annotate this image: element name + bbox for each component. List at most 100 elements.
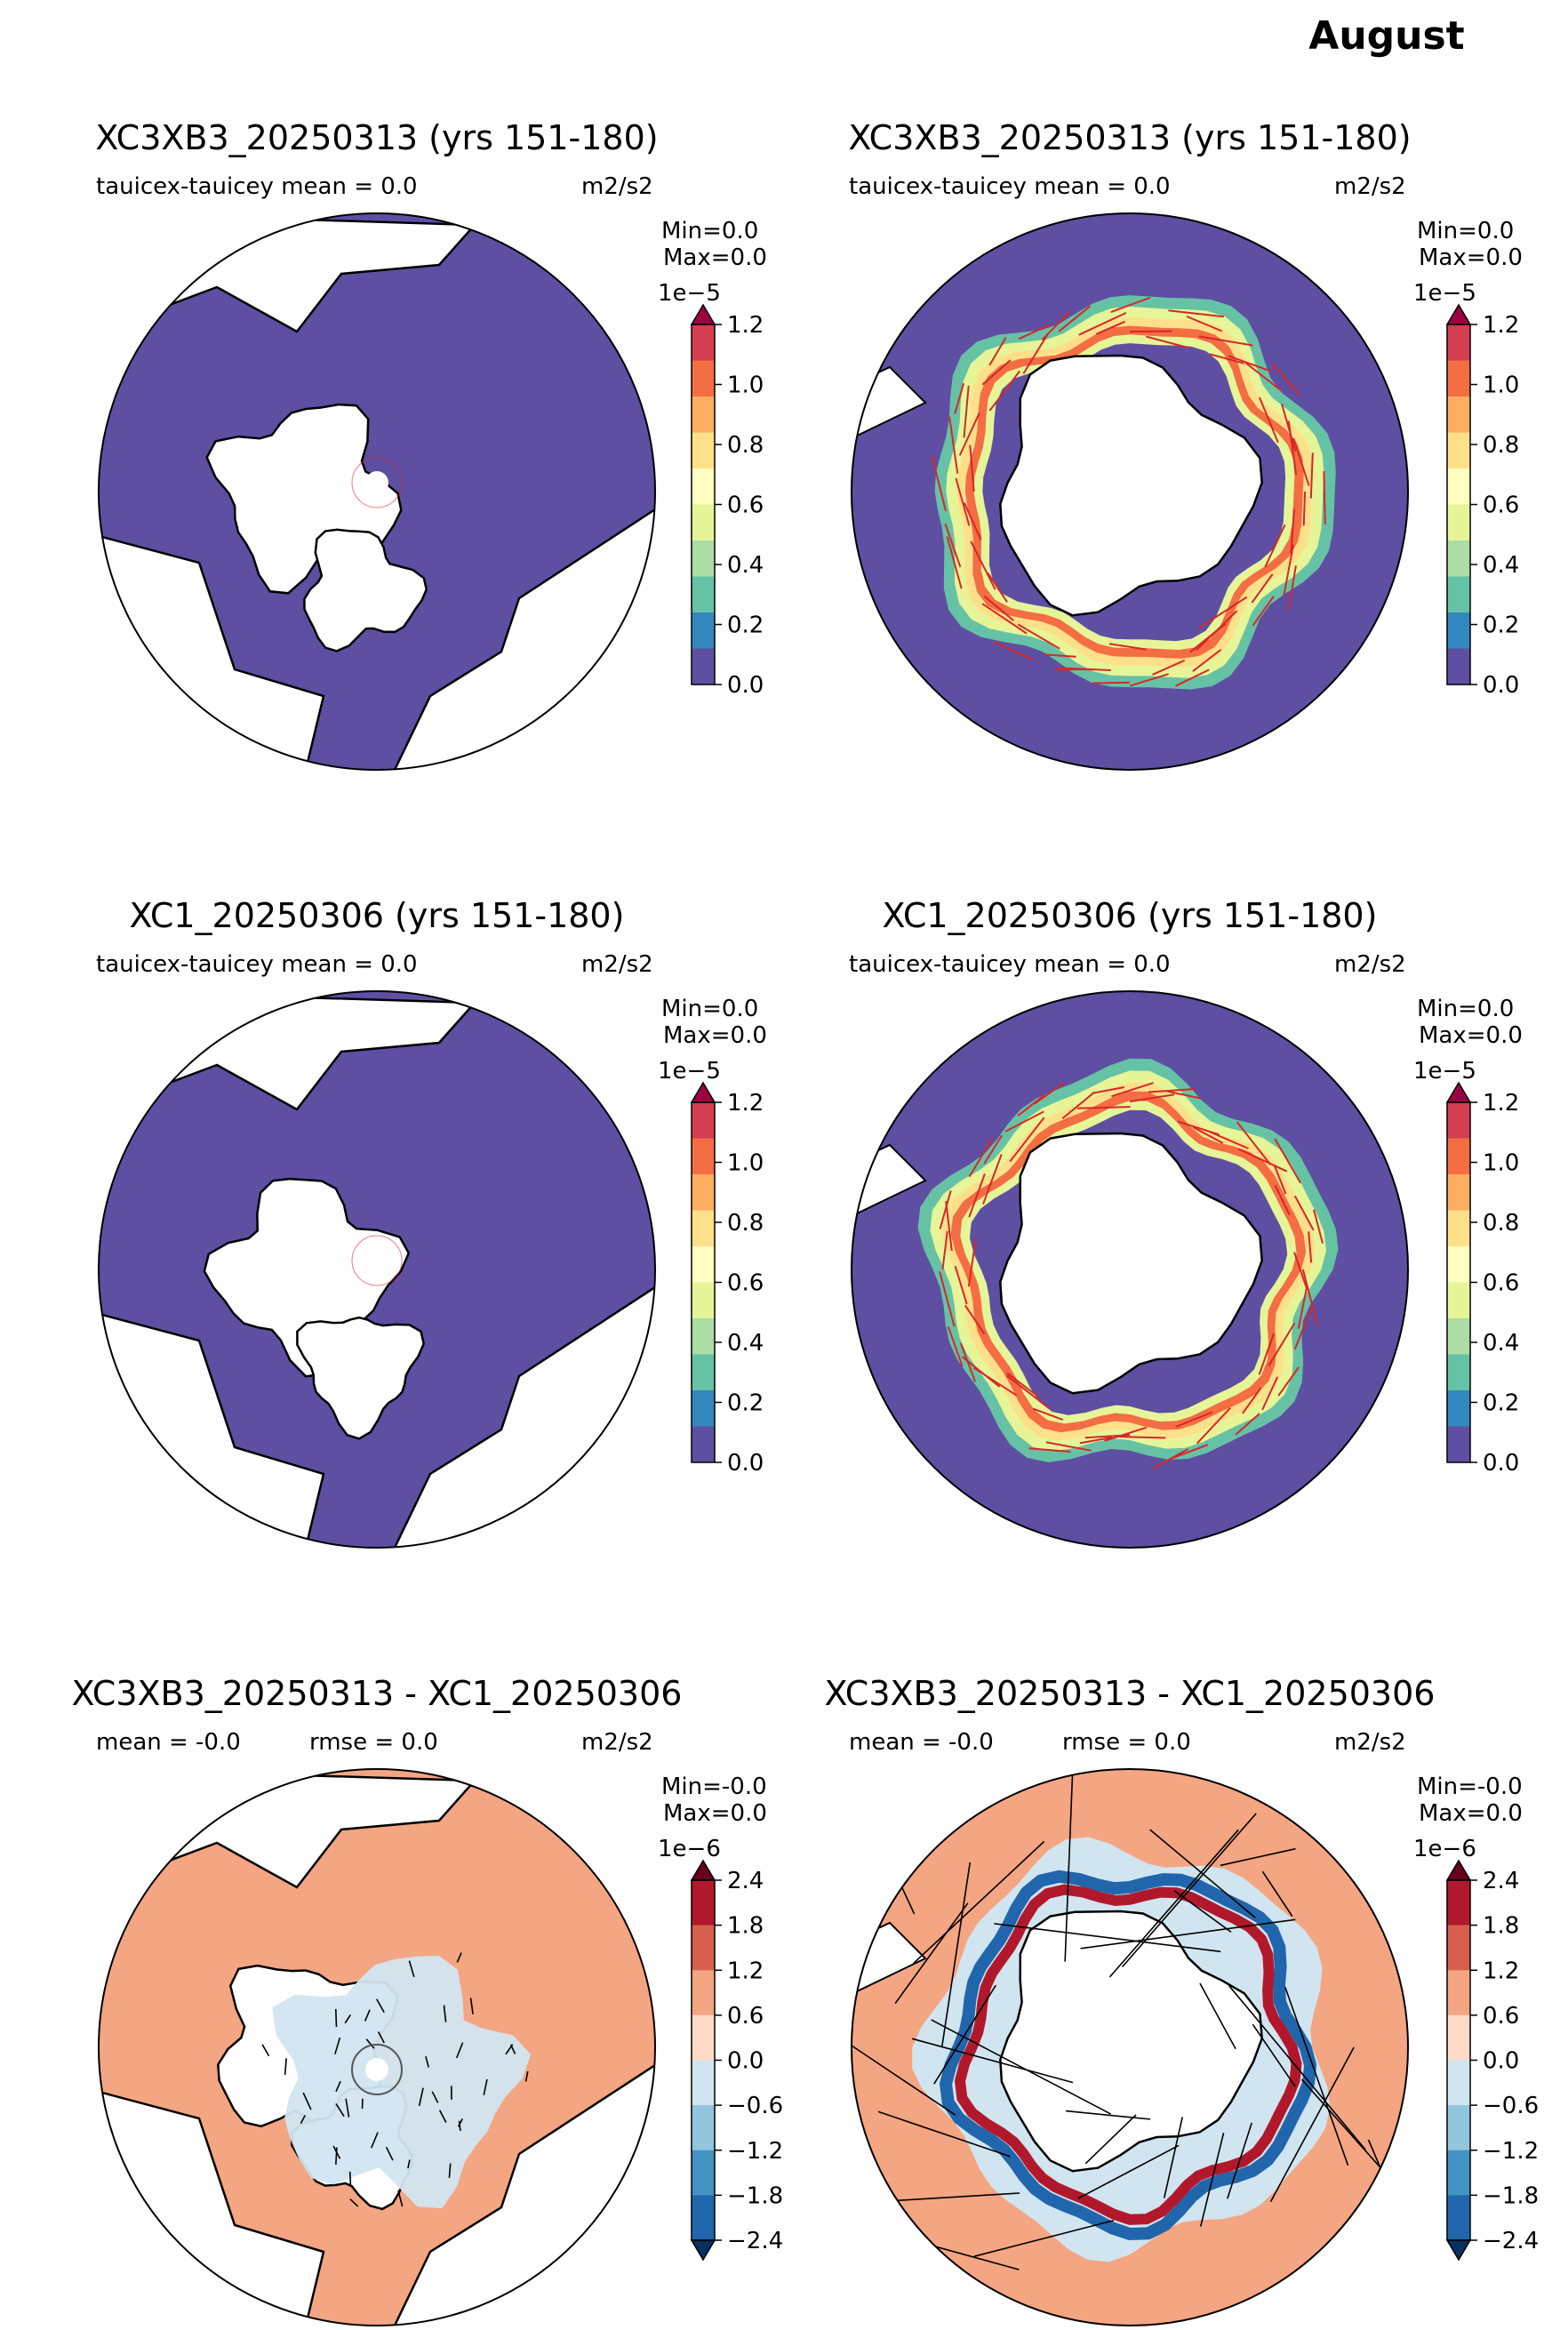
difference-vector xyxy=(524,2070,529,2082)
stress-vector xyxy=(933,1984,996,2085)
stress-vector xyxy=(954,1266,968,1305)
colorbar-segment xyxy=(1447,324,1470,361)
pole-hole xyxy=(365,1249,388,1272)
stress-vector xyxy=(1064,1769,1074,1962)
stress-vector xyxy=(1199,1982,1236,2050)
colorbar-segment xyxy=(1447,1102,1470,1139)
stress-vector xyxy=(1018,324,1052,340)
stress-vector xyxy=(1227,2122,1252,2199)
stress-vector xyxy=(1173,1890,1232,1934)
colorbar-segment xyxy=(1447,1925,1470,1971)
panel-title: XC3XB3_20250313 (yrs 151-180) xyxy=(848,118,1411,157)
panel-subtitle-left: tauicex-tauicey mean = 0.0 xyxy=(849,951,1171,978)
stress-vector xyxy=(1274,1185,1291,1216)
stress-vector xyxy=(981,359,1012,386)
panel-units: m2/s2 xyxy=(581,173,653,200)
colorbar-segment xyxy=(692,648,715,685)
stress-vector xyxy=(1044,653,1076,658)
stress-vector xyxy=(1168,309,1224,318)
colorbar-segment xyxy=(1447,576,1470,613)
difference-vector xyxy=(407,2159,411,2169)
map-area xyxy=(852,213,1408,770)
colorbar-segment xyxy=(692,540,715,577)
difference-vector xyxy=(302,2092,312,2110)
colorbar-segment xyxy=(1447,468,1470,505)
colorbar-segment xyxy=(692,1210,715,1247)
stress-vector xyxy=(911,2038,1074,2084)
greenland-land xyxy=(296,1316,426,1440)
stress-vector xyxy=(1084,2114,1137,2165)
stress-vector xyxy=(1066,2110,1151,2120)
stress-vector xyxy=(1198,335,1253,347)
stress-vector xyxy=(1189,622,1227,653)
stress-vector xyxy=(1261,1870,1293,1918)
stress-vector xyxy=(1006,1374,1051,1410)
stress-vector xyxy=(1009,1117,1045,1163)
stress-vector xyxy=(1033,1081,1066,1105)
colorbar-tick-label: 0.4 xyxy=(727,552,764,579)
stress-vector xyxy=(945,1200,953,1252)
stress-vector xyxy=(1287,565,1297,610)
difference-vector xyxy=(364,2009,371,2022)
colorbar-segment xyxy=(1447,2060,1470,2106)
colorbar-tick-label: 0.2 xyxy=(727,1390,764,1417)
stress-vector xyxy=(939,1271,956,1327)
colorbar-segment xyxy=(692,613,715,649)
stress-vector xyxy=(941,1230,948,1270)
max-label: Max=0.0 xyxy=(1419,1800,1523,1827)
panel-subtitle-mid: rmse = 0.0 xyxy=(309,1729,438,1756)
difference-vector xyxy=(385,2146,394,2161)
difference-vector xyxy=(284,2058,287,2076)
colorbar-segment xyxy=(1447,1390,1470,1427)
colorbar-segment xyxy=(1447,504,1470,541)
colorbar-scale-label: 1e−5 xyxy=(658,1058,721,1085)
difference-vector xyxy=(334,2037,341,2054)
colorbar-tick-label: 0.0 xyxy=(727,1450,764,1477)
stress-vector xyxy=(1174,669,1210,687)
stress-vector xyxy=(1236,1121,1272,1165)
colorbar-tick-label: 0.6 xyxy=(727,2003,764,2030)
stress-vector xyxy=(1152,659,1186,676)
stress-vector xyxy=(1084,1434,1131,1439)
colorbar-tick-label: 0.2 xyxy=(1483,613,1519,639)
stress-vector xyxy=(1300,2078,1408,2224)
colorbar-segment xyxy=(1447,1880,1470,1926)
stress-vector xyxy=(948,416,959,474)
difference-vector xyxy=(261,2044,270,2057)
map-boundary xyxy=(851,1768,1409,2326)
stress-vector xyxy=(1006,1372,1038,1397)
map-boundary xyxy=(851,212,1409,771)
difference-vector xyxy=(344,2014,351,2024)
colorbar-segment xyxy=(1447,360,1470,397)
colorbar-segment xyxy=(1447,1318,1470,1355)
min-label: Min=-0.0 xyxy=(661,1774,767,1800)
stress-vector xyxy=(1108,1829,1239,1978)
stress-vector xyxy=(1290,508,1295,554)
colorbar-tick-label: −1.2 xyxy=(727,2138,783,2165)
colorbar-tick-label: 0.8 xyxy=(1483,1210,1519,1237)
difference-vector xyxy=(408,1960,415,1978)
stress-vector xyxy=(1293,1308,1313,1350)
colorbar-segment xyxy=(1447,2150,1470,2196)
map-boundary xyxy=(851,990,1409,1549)
stress-vector xyxy=(1079,1436,1113,1445)
stress-vector xyxy=(1252,596,1275,627)
map-area xyxy=(99,213,655,770)
colorbar-segment xyxy=(1447,2195,1470,2241)
colorbar-segment xyxy=(692,504,715,541)
map-panel-row2-right: XC1_20250306 (yrs 151-180) tauicex-tauice… xyxy=(849,896,1523,1549)
colorbar-segment xyxy=(692,576,715,613)
colorbar-tick-label: 0.0 xyxy=(1483,1450,1519,1477)
colorbar-scale-label: 1e−5 xyxy=(1413,1058,1476,1085)
map-area xyxy=(99,991,655,1548)
difference-vector xyxy=(483,2078,488,2095)
difference-vector xyxy=(376,1998,385,2014)
difference-vector xyxy=(335,2102,345,2118)
pole-hole xyxy=(365,2058,388,2081)
stress-vector xyxy=(1163,2117,1183,2198)
difference-vector xyxy=(443,2005,447,2022)
stress-vector xyxy=(1258,1333,1275,1375)
antarctica-land xyxy=(999,354,1263,617)
stress-vector xyxy=(1129,673,1169,687)
